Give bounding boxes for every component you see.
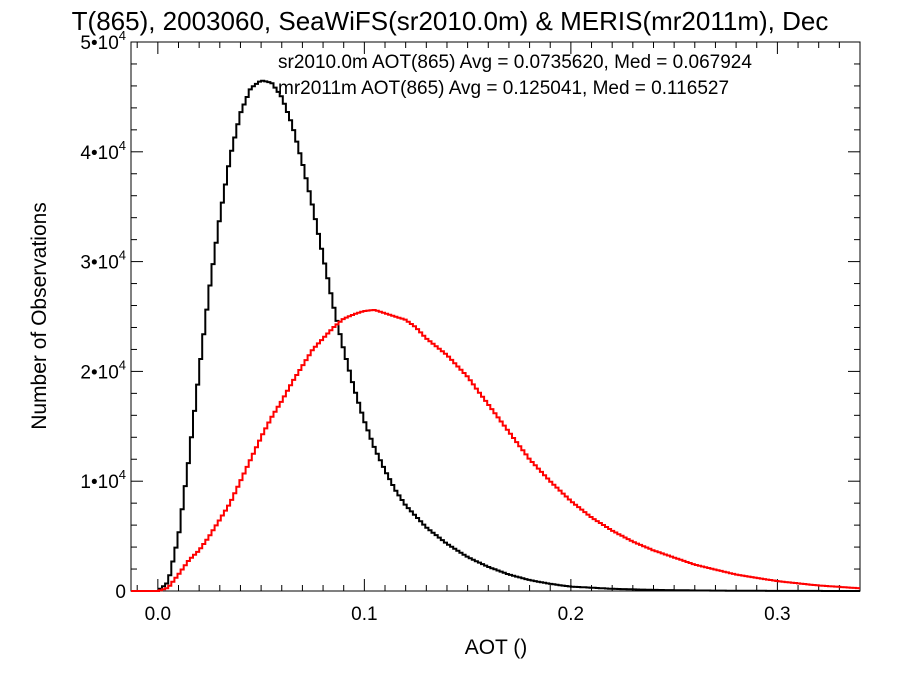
x-tick-label: 0.2 (558, 604, 584, 625)
y-tick-mantissa: 2•10 (80, 362, 118, 383)
y-tick-label: 0 (115, 582, 126, 603)
plot-frame (130, 41, 861, 592)
series-line-1 (131, 309, 860, 592)
annotation-mr2011-stats: mr2011m AOT(865) Avg = 0.125041, Med = 0… (278, 78, 729, 99)
y-tick-exponent: 4 (119, 138, 126, 153)
series-layer (131, 79, 860, 592)
y-tick-exponent: 4 (119, 28, 126, 43)
x-axis-label: AOT () (465, 636, 528, 659)
series-line-0 (131, 79, 860, 592)
y-tick-exponent: 4 (119, 357, 126, 372)
x-tick-label: 0.1 (351, 604, 377, 625)
x-axis-ticks: 0.0 0.1 0.2 0.3 (136, 42, 840, 625)
y-axis-label: Number of Observations (28, 202, 51, 430)
y-tick-label: 2•104 (80, 357, 126, 383)
y-tick-exponent: 4 (119, 467, 126, 482)
y-tick-label: 1•104 (80, 467, 126, 493)
y-tick-exponent: 4 (119, 248, 126, 263)
y-tick-label: 5•104 (80, 28, 126, 54)
y-tick-mantissa: 4•10 (80, 143, 118, 164)
y-tick-mantissa: 1•10 (80, 472, 118, 493)
y-tick-label: 3•104 (80, 248, 126, 274)
chart-title: T(865), 2003060, SeaWiFS(sr2010.0m) & ME… (72, 6, 829, 36)
y-tick-mantissa: 0 (115, 582, 126, 603)
y-tick-mantissa: 3•10 (80, 253, 118, 274)
x-tick-label: 0.0 (145, 604, 171, 625)
annotation-sr2010-stats: sr2010.0m AOT(865) Avg = 0.0735620, Med … (278, 52, 752, 73)
y-tick-label: 4•104 (80, 138, 126, 164)
y-tick-mantissa: 5•10 (80, 33, 118, 54)
x-tick-label: 0.3 (764, 604, 790, 625)
